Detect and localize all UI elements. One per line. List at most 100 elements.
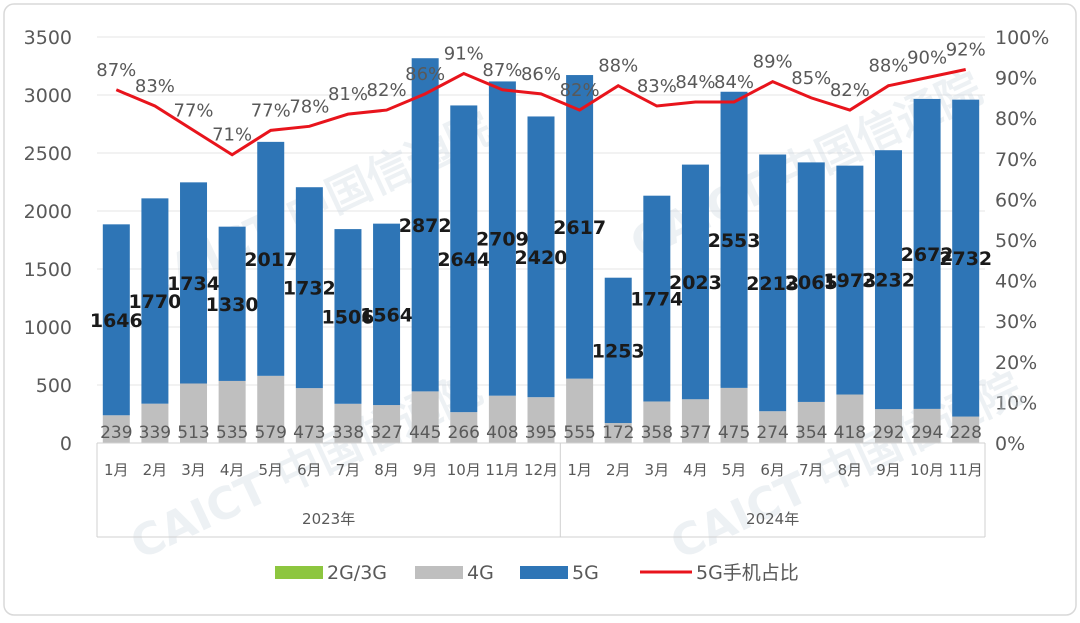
bar-5g xyxy=(797,162,825,402)
bar-5g xyxy=(874,150,902,410)
y-right-tick: 10% xyxy=(995,392,1037,414)
bar-4g xyxy=(759,411,787,443)
label-4g: 555 xyxy=(563,423,595,443)
label-share: 71% xyxy=(212,125,252,146)
y-right-tick: 40% xyxy=(995,271,1037,293)
bar-4g xyxy=(874,409,902,443)
x-tick: 9月 xyxy=(876,461,901,479)
label-5g: 2553 xyxy=(708,230,761,252)
label-4g: 579 xyxy=(255,423,287,443)
bar-4g xyxy=(102,415,130,443)
y-right-tick: 80% xyxy=(995,108,1037,130)
x-tick: 10月 xyxy=(910,461,944,479)
label-5g: 1253 xyxy=(592,340,645,362)
y-right-tick: 90% xyxy=(995,68,1037,90)
bar-4g xyxy=(488,395,516,443)
y-right-tick: 60% xyxy=(995,189,1037,211)
bar-5g xyxy=(913,98,941,409)
label-share: 83% xyxy=(135,76,175,97)
legend-swatch xyxy=(415,566,463,579)
label-share: 87% xyxy=(482,60,522,81)
bar-4g xyxy=(373,405,401,443)
label-share: 90% xyxy=(907,48,947,69)
bar-4g xyxy=(643,401,671,443)
label-5g: 2709 xyxy=(476,229,529,251)
bar-5g xyxy=(450,105,478,413)
bar-4g xyxy=(411,391,439,443)
bar-4g xyxy=(450,412,478,443)
label-4g: 395 xyxy=(525,423,557,443)
label-5g: 1506 xyxy=(322,306,375,328)
label-share: 86% xyxy=(521,64,561,85)
y-right-tick: 30% xyxy=(995,311,1037,333)
bar-4g xyxy=(720,387,748,443)
x-tick: 3月 xyxy=(181,461,206,479)
label-share: 82% xyxy=(560,80,600,101)
label-5g: 1973 xyxy=(823,270,876,292)
label-share: 82% xyxy=(830,80,870,101)
legend-swatch xyxy=(520,566,568,579)
y-left-tick: 3500 xyxy=(24,27,72,49)
label-4g: 266 xyxy=(448,423,480,443)
bar-5g xyxy=(295,187,323,389)
bar-5g xyxy=(180,182,208,384)
x-tick: 6月 xyxy=(760,461,785,479)
label-4g: 475 xyxy=(718,423,750,443)
label-5g: 1734 xyxy=(167,273,220,295)
y-right-tick: 50% xyxy=(995,230,1037,252)
legend-label: 5G xyxy=(572,562,599,584)
label-share: 88% xyxy=(868,56,908,77)
label-5g: 1770 xyxy=(128,291,181,313)
legend-label: 5G手机占比 xyxy=(696,562,799,584)
y-right-tick: 0% xyxy=(995,433,1025,455)
bar-4g xyxy=(334,403,362,443)
x-tick: 8月 xyxy=(838,461,863,479)
label-share: 77% xyxy=(251,100,291,121)
bar-5g xyxy=(952,99,980,417)
x-tick: 11月 xyxy=(949,461,983,479)
label-share: 85% xyxy=(791,68,831,89)
bar-4g xyxy=(836,394,864,443)
label-4g: 445 xyxy=(409,423,441,443)
label-4g: 172 xyxy=(602,423,634,443)
label-share: 88% xyxy=(598,56,638,77)
y-left-tick: 3000 xyxy=(24,85,72,107)
bar-4g xyxy=(913,408,941,443)
bar-4g xyxy=(295,388,323,443)
label-share: 92% xyxy=(946,39,986,60)
line-5g-share xyxy=(115,68,967,157)
y-left-tick: 2500 xyxy=(24,143,72,165)
label-5g: 2672 xyxy=(901,244,954,266)
label-5g: 1564 xyxy=(360,304,413,326)
x-tick: 5月 xyxy=(722,461,747,479)
bar-5g xyxy=(488,81,516,396)
bar-5g xyxy=(141,198,169,404)
bar-4g xyxy=(604,423,632,443)
label-5g: 1646 xyxy=(90,310,143,332)
label-5g: 1732 xyxy=(283,278,336,300)
label-share: 91% xyxy=(444,44,484,65)
label-share: 82% xyxy=(367,80,407,101)
label-4g: 338 xyxy=(332,423,364,443)
x-tick: 5月 xyxy=(258,461,283,479)
label-5g: 2023 xyxy=(669,272,722,294)
label-5g: 1774 xyxy=(630,289,683,311)
bar-5g xyxy=(604,277,632,424)
label-share: 87% xyxy=(96,60,136,81)
bar-4g xyxy=(566,378,594,443)
label-5g: 2065 xyxy=(785,272,838,294)
y-left-tick: 1500 xyxy=(24,259,72,281)
label-5g: 2213 xyxy=(746,273,799,295)
label-4g: 358 xyxy=(641,423,673,443)
label-share: 89% xyxy=(753,52,793,73)
legend-swatch xyxy=(275,566,323,579)
y-right-tick: 70% xyxy=(995,149,1037,171)
y-right-tick: 20% xyxy=(995,352,1037,374)
bar-5g xyxy=(643,195,671,402)
label-5g: 2644 xyxy=(437,249,490,271)
label-5g: 2872 xyxy=(399,215,452,237)
x-tick: 6月 xyxy=(297,461,322,479)
x-tick: 7月 xyxy=(799,461,824,479)
y-right-tick: 100% xyxy=(995,27,1049,49)
bar-5g xyxy=(759,154,787,412)
